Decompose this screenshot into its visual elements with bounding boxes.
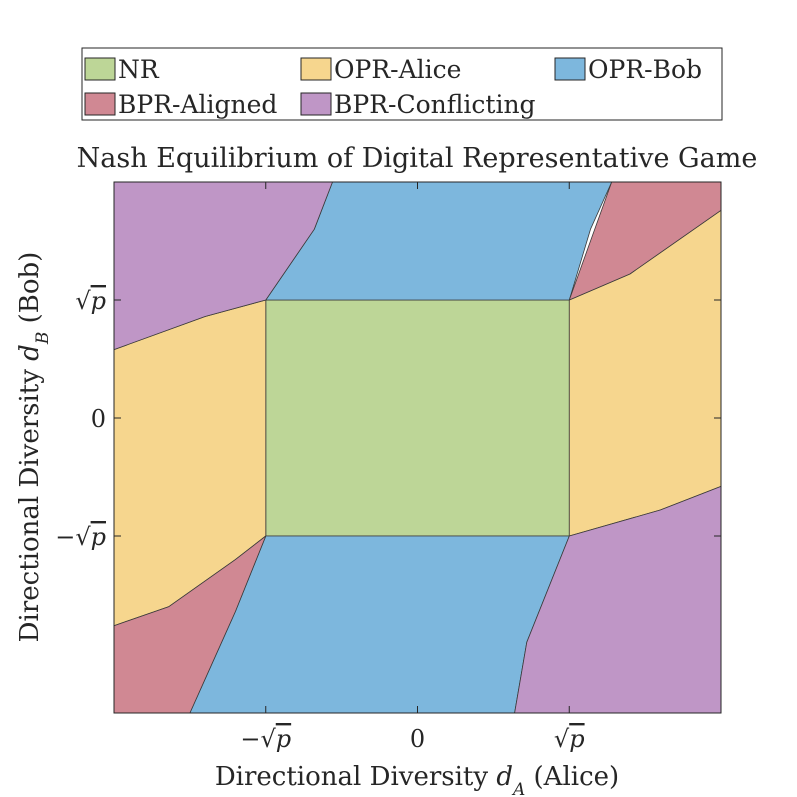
y-axis-label-var: d (15, 344, 45, 361)
x-tick-label-1: 0 (410, 725, 425, 753)
y-axis-label-text: Directional Diversity (15, 361, 45, 643)
axis-ticks: −√p 0 √p √p 0 −√p (55, 182, 721, 753)
y-axis-label-sub: B (33, 332, 53, 346)
y-axis-label-suffix: (Bob) (15, 252, 45, 332)
legend-label-nr: NR (118, 55, 160, 84)
legend-swatch-bpr-aligned (84, 92, 116, 116)
x-axis-label-text: Directional Diversity (215, 762, 497, 792)
legend-swatch-opr-alice (300, 57, 332, 81)
legend-swatch-opr-bob (554, 57, 586, 81)
legend-label-bpr-conflicting: BPR-Conflicting (334, 90, 536, 119)
x-axis-label-suffix: (Alice) (525, 762, 619, 792)
plot-regions (113, 181, 722, 714)
x-tick-label-2: √p (554, 725, 585, 753)
y-tick-label-1: 0 (91, 405, 106, 433)
x-tick-label-0: −√p (240, 725, 291, 753)
legend-label-opr-bob: OPR-Bob (588, 55, 702, 84)
legend: NR OPR-Alice OPR-Bob BPR-Aligned BPR-Con… (81, 47, 723, 121)
legend-swatch-bpr-conflicting (300, 92, 332, 116)
legend-box (81, 47, 723, 121)
x-axis-label-var: d (496, 762, 513, 792)
x-axis-label-sub: A (511, 780, 525, 797)
legend-label-bpr-aligned: BPR-Aligned (118, 90, 277, 119)
legend-label-opr-alice: OPR-Alice (334, 55, 461, 84)
region-nr-0 (265, 299, 570, 537)
x-axis-label: Directional Diversity dA (Alice) (215, 762, 619, 797)
y-tick-label-0: √p (75, 287, 106, 315)
y-axis-label: Directional Diversity dB (Bob) (15, 252, 53, 643)
y-tick-label-2: −√p (55, 523, 106, 551)
legend-swatch-nr (84, 57, 116, 81)
chart-title: Nash Equilibrium of Digital Representati… (77, 143, 758, 174)
